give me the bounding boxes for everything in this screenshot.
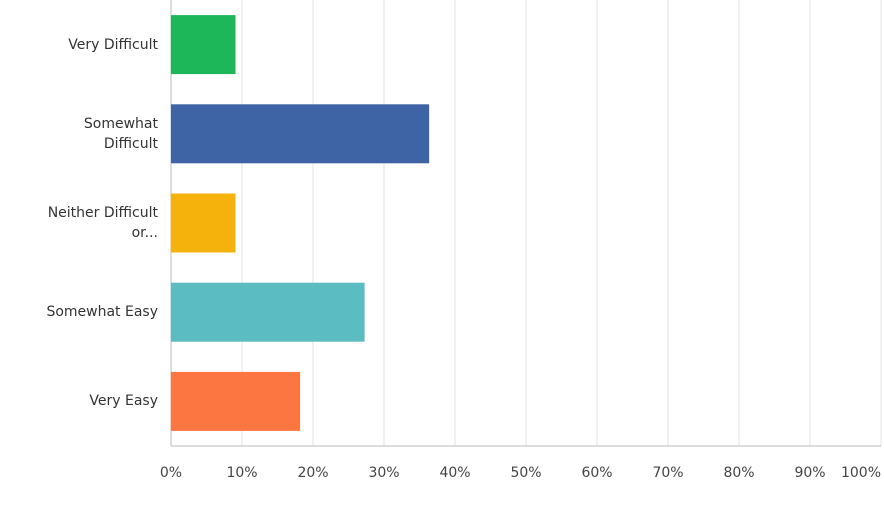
x-tick-label: 0% [160,465,182,481]
bar [171,193,236,253]
x-tick-label: 20% [297,465,328,481]
x-tick-label: 60% [581,465,612,481]
y-tick-label: Somewhat Easy [46,304,158,321]
y-tick-label: Very Difficult [68,36,158,53]
bar [171,282,365,342]
x-tick-label: 10% [226,465,257,481]
x-tick-label: 80% [723,465,754,481]
y-tick-label: Somewhat Difficult [83,115,158,152]
y-tick-label: Very Easy [89,393,158,410]
bar [171,15,236,75]
x-tick-label: 40% [439,465,470,481]
x-tick-label: 50% [510,465,541,481]
x-tick-label: 30% [368,465,399,481]
y-tick-label: Neither Difficult or... [47,205,158,241]
bar [171,104,430,164]
x-tick-label: 70% [652,465,683,481]
bar [171,371,301,431]
x-tick-label: 90% [794,465,825,481]
x-tick-label: 100% [841,465,881,481]
